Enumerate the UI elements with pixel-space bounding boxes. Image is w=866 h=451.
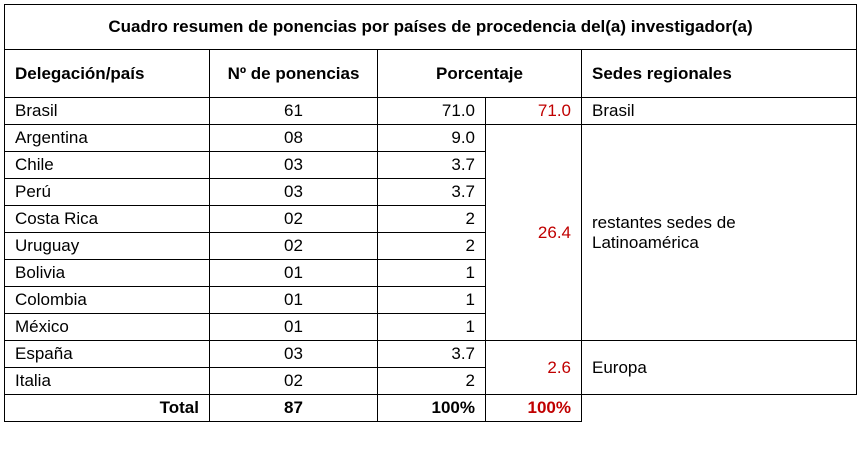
header-ponencias: Nº de ponencias <box>209 49 378 98</box>
ponencias-cell: 02 <box>209 367 378 395</box>
ponencias-cell: 03 <box>209 151 378 179</box>
table-row: España 03 3.7 2.6 Europa <box>4 340 857 395</box>
summary-table-wrapper: Cuadro resumen de ponencias por países d… <box>4 4 857 422</box>
country-cell: Perú <box>4 178 210 206</box>
percent-cell: 1 <box>377 286 486 314</box>
group-subtotal-brasil: 71.0 <box>485 97 582 125</box>
percent-cell: 1 <box>377 313 486 341</box>
empty-cell <box>582 395 857 422</box>
ponencias-cell: 01 <box>209 259 378 287</box>
ponencias-cell: 01 <box>209 286 378 314</box>
table-row: Chile 03 3.7 <box>4 151 857 179</box>
total-label: Total <box>4 394 210 422</box>
group-subtotal-europa: 2.6 <box>485 340 582 395</box>
percent-cell: 3.7 <box>377 178 486 206</box>
country-cell: Chile <box>4 151 210 179</box>
header-sedes: Sedes regionales <box>581 49 857 98</box>
ponencias-cell: 02 <box>209 205 378 233</box>
country-cell: México <box>4 313 210 341</box>
percent-cell: 3.7 <box>377 151 486 179</box>
table-row: Argentina 08 9.0 26.4 restantes sedes de… <box>4 124 857 341</box>
percent-cell: 2 <box>377 367 486 395</box>
total-ponencias: 87 <box>209 394 378 422</box>
sede-latam-label: restantes sedes de Latinoamérica <box>592 212 736 252</box>
country-cell: España <box>4 340 210 368</box>
total-porcentaje: 100% <box>377 394 486 422</box>
sede-latam: restantes sedes de Latinoamérica <box>581 124 857 341</box>
table-row: Colombia 01 1 <box>4 286 857 314</box>
group-subtotal-latam: 26.4 <box>485 124 582 341</box>
ponencias-cell: 08 <box>209 124 378 152</box>
ponencias-cell: 03 <box>209 178 378 206</box>
sede-europa: Europa <box>581 340 857 395</box>
country-cell: Uruguay <box>4 232 210 260</box>
country-cell: Brasil <box>4 97 210 125</box>
percent-cell: 71.0 <box>377 97 486 125</box>
table-row: Uruguay 02 2 <box>4 232 857 260</box>
table-row: Italia 02 2 <box>4 367 857 395</box>
ponencias-cell: 61 <box>209 97 378 125</box>
percent-cell: 9.0 <box>377 124 486 152</box>
table-row: Brasil 61 71.0 71.0 Brasil <box>4 97 857 125</box>
country-cell: Colombia <box>4 286 210 314</box>
ponencias-cell: 02 <box>209 232 378 260</box>
total-subtotal: 100% <box>485 394 582 422</box>
header-delegacion: Delegación/país <box>4 49 210 98</box>
country-cell: Costa Rica <box>4 205 210 233</box>
summary-table: Cuadro resumen de ponencias por países d… <box>4 4 857 422</box>
percent-cell: 2 <box>377 232 486 260</box>
sede-brasil: Brasil <box>581 97 857 125</box>
ponencias-cell: 01 <box>209 313 378 341</box>
table-row: Costa Rica 02 2 <box>4 205 857 233</box>
total-row: Total 87 100% 100% <box>4 394 857 422</box>
country-cell: Bolivia <box>4 259 210 287</box>
table-row: Perú 03 3.7 <box>4 178 857 206</box>
country-cell: Italia <box>4 367 210 395</box>
ponencias-cell: 03 <box>209 340 378 368</box>
percent-cell: 2 <box>377 205 486 233</box>
percent-cell: 3.7 <box>377 340 486 368</box>
table-row: México 01 1 <box>4 313 857 341</box>
header-porcentaje: Porcentaje <box>377 49 582 98</box>
country-cell: Argentina <box>4 124 210 152</box>
table-title: Cuadro resumen de ponencias por países d… <box>4 4 857 50</box>
percent-cell: 1 <box>377 259 486 287</box>
